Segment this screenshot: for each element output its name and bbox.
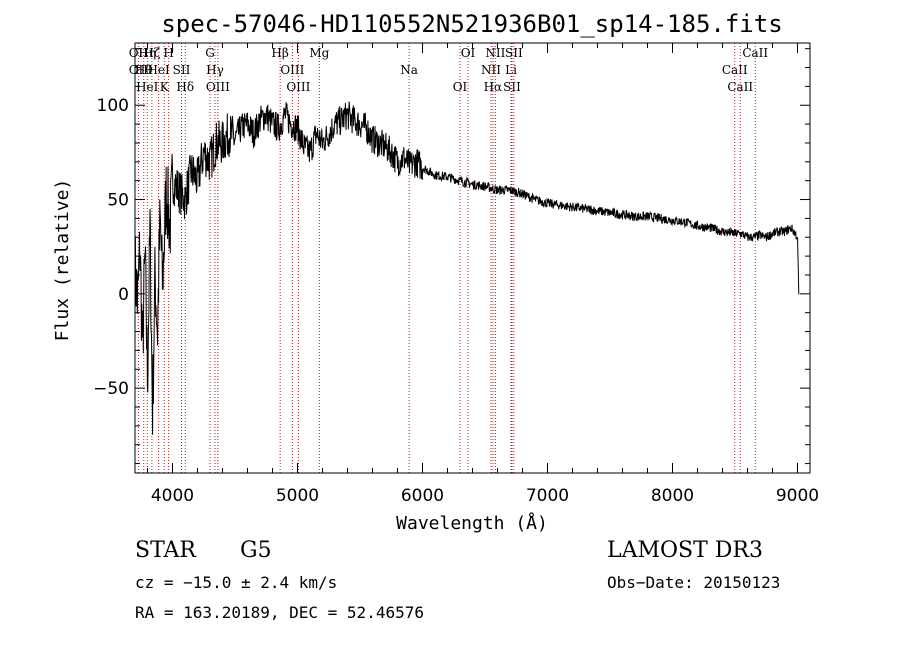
spectral-line-label: SII	[173, 63, 191, 77]
spectral-line-label: Li	[505, 63, 517, 77]
spectral-line-label: OIII	[206, 80, 230, 94]
y-tick-label: 0	[118, 285, 129, 305]
spectral-line-label: Hζ	[143, 46, 160, 60]
x-axis-label: Wavelength (Å)	[396, 512, 548, 534]
spectral-line-label: Hδ	[176, 80, 194, 94]
chart-title: spec-57046-HD110552N521936B01_sp14-185.f…	[161, 10, 782, 38]
x-tick-label: 6000	[401, 486, 444, 506]
spectral-line-label: OIII	[280, 63, 304, 77]
x-tick-label: 9000	[776, 486, 819, 506]
spectral-line-label: H	[163, 46, 173, 60]
y-tick-label: 50	[107, 191, 129, 211]
spectral-line-markers: OIIOIIHθHeIHηHζHeIKHSIIHδGHγOIIIHβOIIIOI…	[129, 43, 768, 473]
coordinates: RA = 163.20189, DEC = 52.46576	[135, 603, 424, 622]
series-layer	[134, 101, 800, 435]
spectral-line-label: HeI	[136, 80, 159, 94]
axis-ticks: 4000 5000 6000 7000 8000 9000 −50 0 50 100	[93, 43, 819, 506]
spectral-line-label: Hβ	[271, 46, 288, 60]
x-tick-label: 7000	[526, 486, 569, 506]
x-tick-label: 4000	[151, 486, 194, 506]
object-class: STAR	[135, 538, 196, 563]
spectral-line-label: NII	[481, 63, 501, 77]
spectral-line-label: CaII	[722, 63, 748, 77]
spectral-line-label: CaII	[727, 80, 753, 94]
spectral-line-label: K	[160, 80, 170, 94]
object-subclass: G5	[240, 538, 272, 563]
x-tick-label: 8000	[651, 486, 694, 506]
obs-date: Obs−Date: 20150123	[607, 573, 781, 592]
y-axis-label: Flux (relative)	[52, 179, 73, 342]
y-tick-label: 100	[97, 96, 129, 116]
spectral-line-label: SII	[503, 80, 521, 94]
plot-frame	[134, 42, 811, 474]
spectral-line-label: Mg	[309, 46, 329, 60]
spectral-line-label: G	[205, 46, 215, 60]
survey-name: LAMOST DR3	[607, 538, 763, 563]
spectral-line-label: Hα	[484, 80, 503, 94]
spectral-line-label: HeI	[147, 63, 170, 77]
spectral-line-label: Na	[400, 63, 418, 77]
spectral-line-label: OI	[461, 46, 476, 60]
spectral-line-label: CaII	[742, 46, 768, 60]
spectral-line-label: OI	[453, 80, 468, 94]
redshift-info: cz = −15.0 ± 2.4 km/s	[135, 573, 338, 592]
y-tick-label: −50	[93, 379, 129, 399]
x-tick-label: 5000	[276, 486, 319, 506]
spectral-line-label: Hθ	[135, 63, 153, 77]
spectral-line-label: OIII	[286, 80, 310, 94]
spectral-line-label: Hγ	[206, 63, 224, 77]
spectral-line-label: NII	[485, 46, 505, 60]
flux-series-line	[134, 101, 800, 435]
spectral-line-label: SII	[505, 46, 523, 60]
